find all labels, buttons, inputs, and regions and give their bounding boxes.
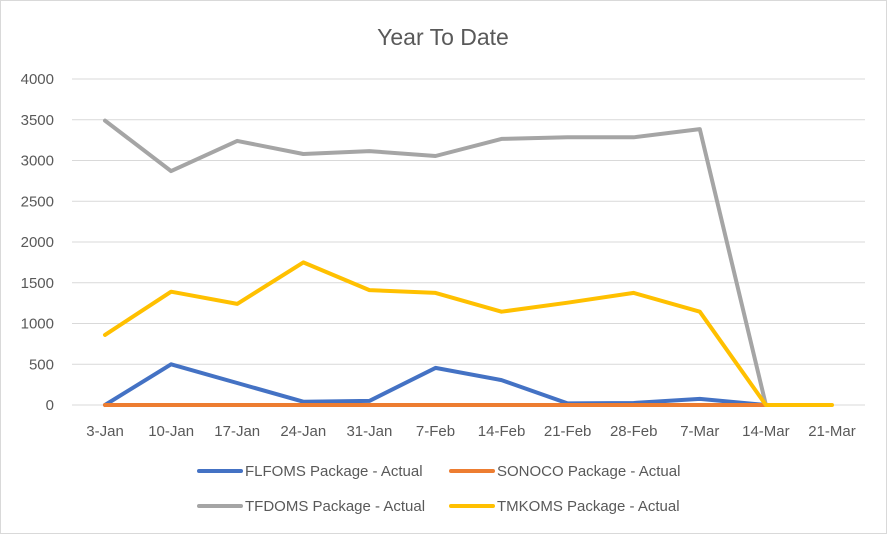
x-tick-label: 10-Jan xyxy=(148,423,194,440)
x-tick-label: 7-Mar xyxy=(680,423,719,440)
x-tick-label: 24-Jan xyxy=(280,423,326,440)
x-axis-tick-labels: 3-Jan 10-Jan 17-Jan 24-Jan 31-Jan 7-Feb 14-Feb… xyxy=(86,423,855,440)
chart-title: Year To Date xyxy=(377,24,509,50)
y-tick-label: 2000 xyxy=(21,234,54,251)
y-tick-label: 1500 xyxy=(21,275,54,292)
x-tick-label: 17-Jan xyxy=(214,423,260,440)
y-tick-label: 3000 xyxy=(21,153,54,170)
legend: FLFOMS Package - Actual SONOCO Package - … xyxy=(197,463,680,515)
y-tick-label: 2500 xyxy=(21,193,54,210)
y-tick-label: 4000 xyxy=(21,71,54,88)
series-lines xyxy=(103,118,834,407)
gridlines xyxy=(72,78,865,406)
x-tick-label: 7-Feb xyxy=(416,423,455,440)
x-tick-label: 3-Jan xyxy=(86,423,124,440)
x-tick-label: 14-Feb xyxy=(478,423,526,440)
x-tick-label: 21-Mar xyxy=(808,423,856,440)
legend-label: FLFOMS Package - Actual xyxy=(245,463,423,480)
series-line-2 xyxy=(103,118,768,407)
y-tick-label: 0 xyxy=(46,397,54,414)
legend-label: TMKOMS Package - Actual xyxy=(497,498,680,515)
x-tick-label: 14-Mar xyxy=(742,423,790,440)
y-axis-tick-labels: 0 500 1000 1500 2000 2500 3000 3500 4000 xyxy=(21,71,54,414)
y-tick-label: 500 xyxy=(29,356,54,373)
x-tick-label: 28-Feb xyxy=(610,423,658,440)
y-tick-label: 1000 xyxy=(21,316,54,333)
legend-label: SONOCO Package - Actual xyxy=(497,463,680,480)
series-line-0 xyxy=(103,362,768,407)
legend-label: TFDOMS Package - Actual xyxy=(245,498,425,515)
x-tick-label: 31-Jan xyxy=(346,423,392,440)
y-tick-label: 3500 xyxy=(21,112,54,129)
x-tick-label: 21-Feb xyxy=(544,423,592,440)
series-line-3 xyxy=(103,260,834,407)
